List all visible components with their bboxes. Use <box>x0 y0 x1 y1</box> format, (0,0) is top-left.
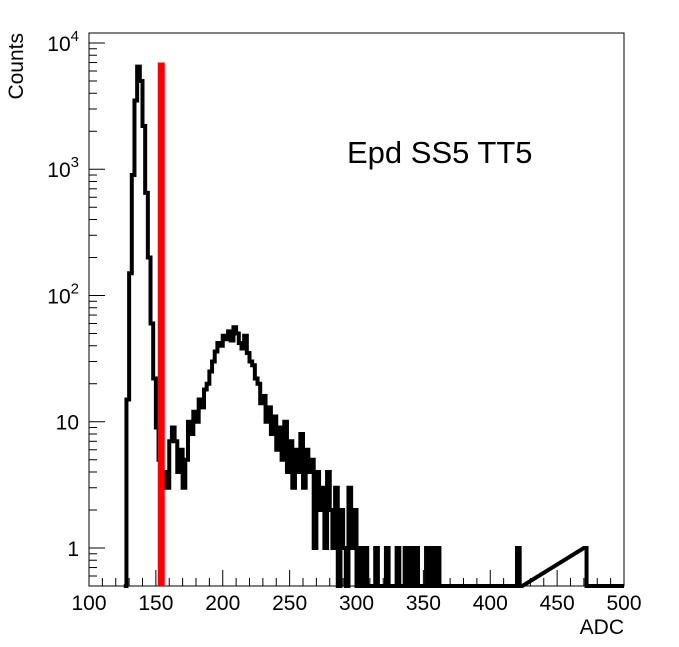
x-tick-label: 450 <box>540 592 575 615</box>
y-tick-label: 102 <box>47 280 79 308</box>
x-tick-label: 500 <box>606 592 641 615</box>
x-axis-title: ADC <box>580 616 624 639</box>
x-axis: 100 150 200 250 300 350 400 450 500 <box>71 570 642 615</box>
y-axis: 1 10 102 103 104 <box>47 28 105 587</box>
x-tick-label: 350 <box>406 592 441 615</box>
x-tick-label: 200 <box>205 592 240 615</box>
x-tick-label: 400 <box>473 592 508 615</box>
y-tick-label: 104 <box>47 28 79 56</box>
y-tick-label: 1 <box>67 538 79 561</box>
x-tick-label: 300 <box>339 592 374 615</box>
x-tick-label: 100 <box>71 592 106 615</box>
chart-annotation: Epd SS5 TT5 <box>347 135 533 170</box>
y-tick-label: 10 <box>56 412 79 435</box>
histogram-series <box>123 64 624 588</box>
y-tick-label: 103 <box>47 154 79 182</box>
plot-frame <box>88 32 625 587</box>
y-axis-title: Counts <box>5 33 28 100</box>
x-tick-label: 150 <box>138 592 173 615</box>
x-tick-label: 250 <box>272 592 307 615</box>
